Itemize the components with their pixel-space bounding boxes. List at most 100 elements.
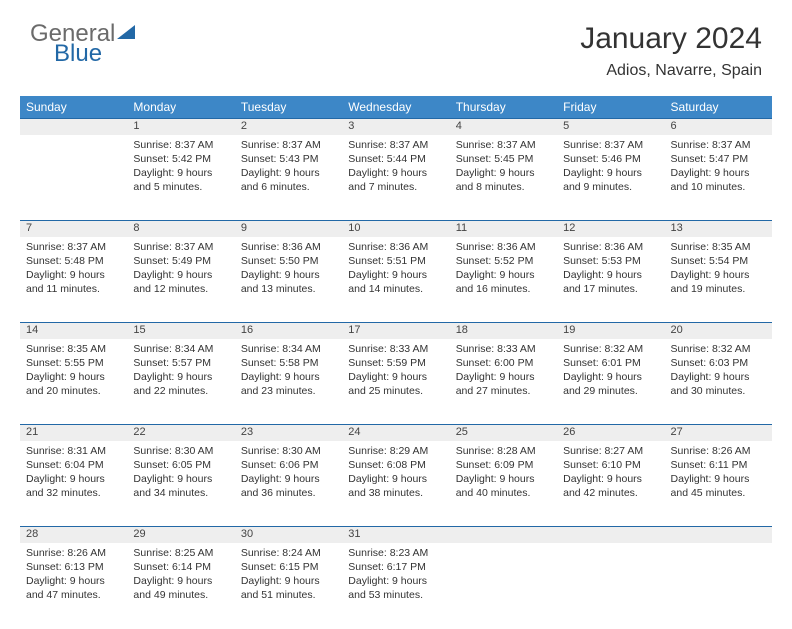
sunrise-line: Sunrise: 8:37 AM xyxy=(133,138,228,152)
sunset-line: Sunset: 5:46 PM xyxy=(563,152,658,166)
day-cell: Sunrise: 8:29 AMSunset: 6:08 PMDaylight:… xyxy=(342,441,449,527)
sunset-line: Sunset: 5:45 PM xyxy=(456,152,551,166)
weekday-header: Thursday xyxy=(450,96,557,119)
day-number-cell: 21 xyxy=(20,425,127,441)
day-details: Sunrise: 8:32 AMSunset: 6:01 PMDaylight:… xyxy=(557,339,664,405)
daylight-line: Daylight: 9 hours and 32 minutes. xyxy=(26,472,121,500)
sunrise-line: Sunrise: 8:24 AM xyxy=(241,546,336,560)
sunrise-line: Sunrise: 8:35 AM xyxy=(671,240,766,254)
day-cell: Sunrise: 8:37 AMSunset: 5:44 PMDaylight:… xyxy=(342,135,449,221)
sunset-line: Sunset: 6:01 PM xyxy=(563,356,658,370)
calendar-table: Sunday Monday Tuesday Wednesday Thursday… xyxy=(20,96,772,629)
page-header: General Blue January 2024 Adios, Navarre… xyxy=(0,0,792,90)
sunrise-line: Sunrise: 8:30 AM xyxy=(133,444,228,458)
day-cell: Sunrise: 8:26 AMSunset: 6:13 PMDaylight:… xyxy=(20,543,127,629)
sunset-line: Sunset: 5:52 PM xyxy=(456,254,551,268)
day-details: Sunrise: 8:37 AMSunset: 5:42 PMDaylight:… xyxy=(127,135,234,201)
day-cell: Sunrise: 8:35 AMSunset: 5:55 PMDaylight:… xyxy=(20,339,127,425)
day-number: 21 xyxy=(20,425,127,439)
sunset-line: Sunset: 6:13 PM xyxy=(26,560,121,574)
day-cell: Sunrise: 8:32 AMSunset: 6:01 PMDaylight:… xyxy=(557,339,664,425)
day-details: Sunrise: 8:36 AMSunset: 5:51 PMDaylight:… xyxy=(342,237,449,303)
day-number: 22 xyxy=(127,425,234,439)
day-details: Sunrise: 8:30 AMSunset: 6:05 PMDaylight:… xyxy=(127,441,234,507)
weekday-header: Friday xyxy=(557,96,664,119)
daylight-line: Daylight: 9 hours and 49 minutes. xyxy=(133,574,228,602)
sunrise-line: Sunrise: 8:37 AM xyxy=(563,138,658,152)
day-cell: Sunrise: 8:32 AMSunset: 6:03 PMDaylight:… xyxy=(665,339,772,425)
daylight-line: Daylight: 9 hours and 11 minutes. xyxy=(26,268,121,296)
day-cell: Sunrise: 8:37 AMSunset: 5:47 PMDaylight:… xyxy=(665,135,772,221)
sunset-line: Sunset: 5:42 PM xyxy=(133,152,228,166)
daylight-line: Daylight: 9 hours and 42 minutes. xyxy=(563,472,658,500)
day-number-cell: 29 xyxy=(127,527,234,543)
day-number: 17 xyxy=(342,323,449,337)
weekday-header: Tuesday xyxy=(235,96,342,119)
day-number-cell: 11 xyxy=(450,221,557,237)
day-number-cell xyxy=(665,527,772,543)
day-details: Sunrise: 8:24 AMSunset: 6:15 PMDaylight:… xyxy=(235,543,342,609)
day-number-cell: 17 xyxy=(342,323,449,339)
day-number-cell: 5 xyxy=(557,119,664,135)
day-cell: Sunrise: 8:23 AMSunset: 6:17 PMDaylight:… xyxy=(342,543,449,629)
day-details: Sunrise: 8:26 AMSunset: 6:13 PMDaylight:… xyxy=(20,543,127,609)
day-number-cell: 4 xyxy=(450,119,557,135)
day-number: 5 xyxy=(557,119,664,133)
sunset-line: Sunset: 6:08 PM xyxy=(348,458,443,472)
sunset-line: Sunset: 5:59 PM xyxy=(348,356,443,370)
daylight-line: Daylight: 9 hours and 9 minutes. xyxy=(563,166,658,194)
day-details: Sunrise: 8:36 AMSunset: 5:50 PMDaylight:… xyxy=(235,237,342,303)
sunrise-line: Sunrise: 8:37 AM xyxy=(456,138,551,152)
day-number: 28 xyxy=(20,527,127,541)
daylight-line: Daylight: 9 hours and 6 minutes. xyxy=(241,166,336,194)
day-details: Sunrise: 8:34 AMSunset: 5:58 PMDaylight:… xyxy=(235,339,342,405)
weekday-header: Monday xyxy=(127,96,234,119)
daylight-line: Daylight: 9 hours and 23 minutes. xyxy=(241,370,336,398)
sunrise-line: Sunrise: 8:36 AM xyxy=(563,240,658,254)
day-number-cell: 26 xyxy=(557,425,664,441)
day-details: Sunrise: 8:36 AMSunset: 5:53 PMDaylight:… xyxy=(557,237,664,303)
sunrise-line: Sunrise: 8:37 AM xyxy=(26,240,121,254)
sunset-line: Sunset: 6:06 PM xyxy=(241,458,336,472)
day-cell: Sunrise: 8:26 AMSunset: 6:11 PMDaylight:… xyxy=(665,441,772,527)
sunrise-line: Sunrise: 8:37 AM xyxy=(133,240,228,254)
day-number-cell: 10 xyxy=(342,221,449,237)
weekday-header: Saturday xyxy=(665,96,772,119)
day-number: 19 xyxy=(557,323,664,337)
day-cell: Sunrise: 8:34 AMSunset: 5:58 PMDaylight:… xyxy=(235,339,342,425)
daylight-line: Daylight: 9 hours and 27 minutes. xyxy=(456,370,551,398)
day-cell: Sunrise: 8:33 AMSunset: 6:00 PMDaylight:… xyxy=(450,339,557,425)
day-cell: Sunrise: 8:25 AMSunset: 6:14 PMDaylight:… xyxy=(127,543,234,629)
day-details: Sunrise: 8:37 AMSunset: 5:47 PMDaylight:… xyxy=(665,135,772,201)
day-details: Sunrise: 8:34 AMSunset: 5:57 PMDaylight:… xyxy=(127,339,234,405)
sunrise-line: Sunrise: 8:36 AM xyxy=(241,240,336,254)
sunset-line: Sunset: 5:48 PM xyxy=(26,254,121,268)
day-number: 2 xyxy=(235,119,342,133)
day-number: 1 xyxy=(127,119,234,133)
day-number-cell: 18 xyxy=(450,323,557,339)
day-number-cell: 25 xyxy=(450,425,557,441)
daylight-line: Daylight: 9 hours and 36 minutes. xyxy=(241,472,336,500)
day-number: 31 xyxy=(342,527,449,541)
day-cell: Sunrise: 8:36 AMSunset: 5:53 PMDaylight:… xyxy=(557,237,664,323)
sunrise-line: Sunrise: 8:34 AM xyxy=(133,342,228,356)
day-details: Sunrise: 8:37 AMSunset: 5:45 PMDaylight:… xyxy=(450,135,557,201)
day-cell: Sunrise: 8:28 AMSunset: 6:09 PMDaylight:… xyxy=(450,441,557,527)
day-number: 6 xyxy=(665,119,772,133)
sunrise-line: Sunrise: 8:36 AM xyxy=(348,240,443,254)
day-number: 18 xyxy=(450,323,557,337)
sunrise-line: Sunrise: 8:28 AM xyxy=(456,444,551,458)
day-number-cell: 16 xyxy=(235,323,342,339)
sunset-line: Sunset: 6:17 PM xyxy=(348,560,443,574)
day-number-cell: 23 xyxy=(235,425,342,441)
sunset-line: Sunset: 6:05 PM xyxy=(133,458,228,472)
sunset-line: Sunset: 6:11 PM xyxy=(671,458,766,472)
sunset-line: Sunset: 5:49 PM xyxy=(133,254,228,268)
day-details: Sunrise: 8:35 AMSunset: 5:55 PMDaylight:… xyxy=(20,339,127,405)
sunrise-line: Sunrise: 8:33 AM xyxy=(348,342,443,356)
day-cell: Sunrise: 8:37 AMSunset: 5:42 PMDaylight:… xyxy=(127,135,234,221)
day-number-cell xyxy=(450,527,557,543)
week-row: Sunrise: 8:37 AMSunset: 5:48 PMDaylight:… xyxy=(20,237,772,323)
day-cell: Sunrise: 8:37 AMSunset: 5:46 PMDaylight:… xyxy=(557,135,664,221)
daylight-line: Daylight: 9 hours and 22 minutes. xyxy=(133,370,228,398)
